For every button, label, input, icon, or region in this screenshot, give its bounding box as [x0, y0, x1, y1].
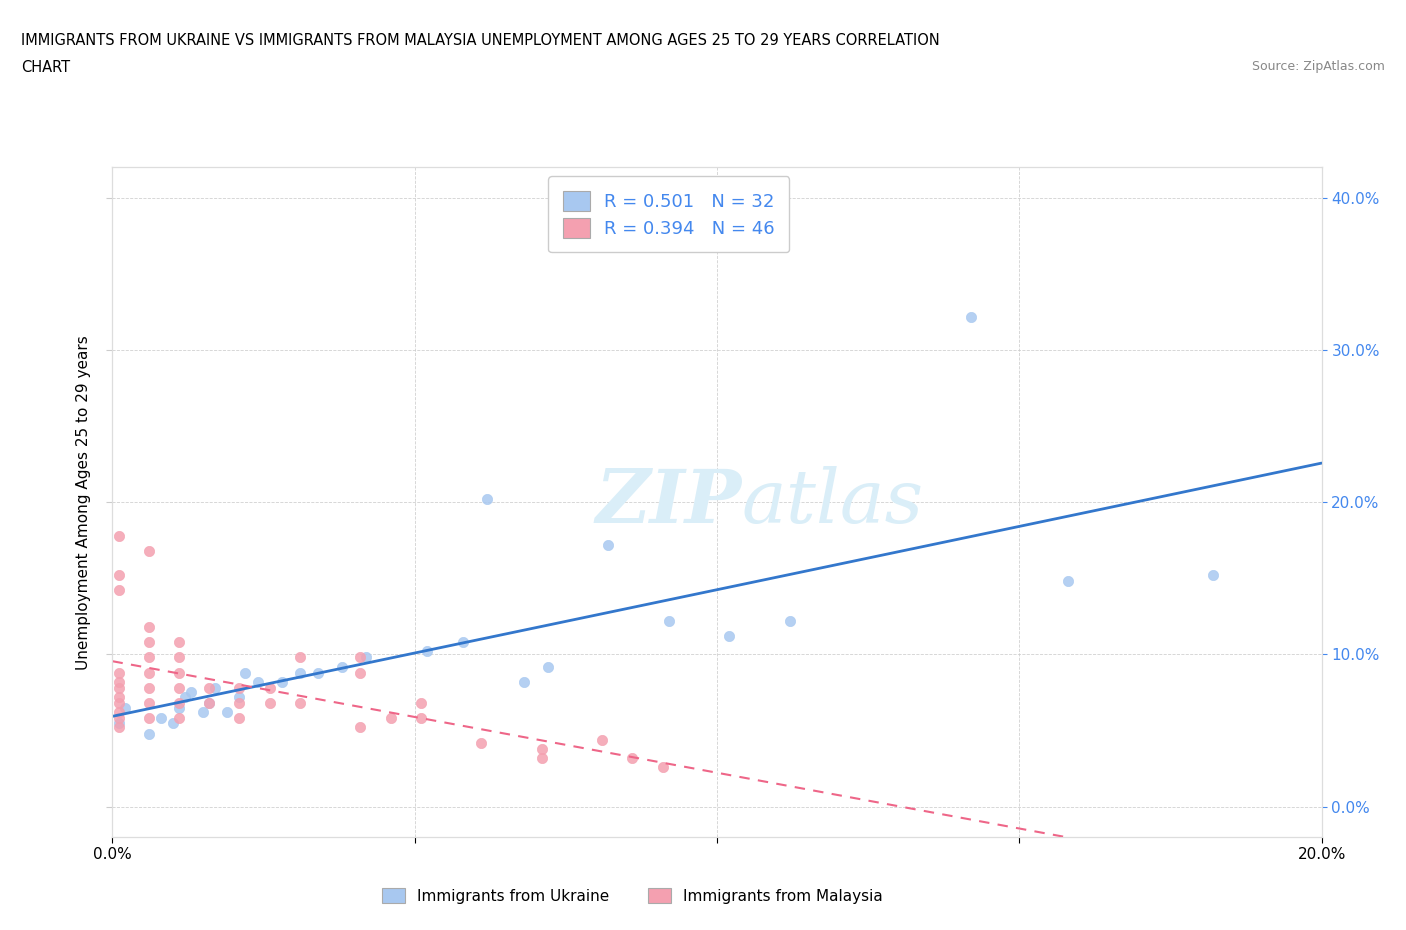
- Point: [191, 705, 214, 720]
- Point: [107, 674, 129, 689]
- Legend: Immigrants from Ukraine, Immigrants from Malaysia: Immigrants from Ukraine, Immigrants from…: [375, 882, 889, 910]
- Point: [174, 689, 197, 704]
- Point: [138, 665, 160, 680]
- Point: [228, 689, 250, 704]
- Point: [416, 644, 439, 658]
- Point: [138, 543, 160, 558]
- Point: [530, 741, 553, 756]
- Point: [598, 538, 620, 552]
- Point: [167, 665, 190, 680]
- Y-axis label: Unemployment Among Ages 25 to 29 years: Unemployment Among Ages 25 to 29 years: [76, 335, 91, 670]
- Point: [107, 715, 129, 730]
- Point: [288, 650, 311, 665]
- Point: [107, 720, 129, 735]
- Point: [167, 681, 190, 696]
- Point: [217, 705, 239, 720]
- Point: [114, 700, 136, 715]
- Text: Source: ZipAtlas.com: Source: ZipAtlas.com: [1251, 60, 1385, 73]
- Point: [718, 629, 741, 644]
- Point: [591, 732, 613, 747]
- Point: [162, 715, 184, 730]
- Point: [204, 681, 226, 696]
- Point: [138, 726, 160, 741]
- Point: [349, 665, 371, 680]
- Point: [198, 696, 221, 711]
- Point: [409, 696, 432, 711]
- Point: [180, 685, 202, 700]
- Point: [107, 705, 129, 720]
- Point: [409, 711, 432, 725]
- Point: [107, 711, 129, 725]
- Point: [138, 650, 160, 665]
- Point: [167, 700, 190, 715]
- Point: [246, 674, 269, 689]
- Point: [107, 696, 129, 711]
- Point: [138, 711, 160, 725]
- Point: [307, 665, 329, 680]
- Text: ZIP: ZIP: [595, 466, 741, 538]
- Point: [658, 614, 681, 629]
- Point: [512, 674, 534, 689]
- Point: [349, 720, 371, 735]
- Point: [138, 619, 160, 634]
- Point: [149, 711, 172, 725]
- Point: [167, 696, 190, 711]
- Point: [288, 665, 311, 680]
- Point: [107, 583, 129, 598]
- Point: [621, 751, 644, 765]
- Point: [330, 659, 353, 674]
- Point: [451, 635, 474, 650]
- Point: [107, 568, 129, 583]
- Point: [288, 696, 311, 711]
- Point: [259, 696, 281, 711]
- Point: [107, 689, 129, 704]
- Point: [228, 711, 250, 725]
- Point: [530, 751, 553, 765]
- Point: [270, 674, 292, 689]
- Point: [167, 650, 190, 665]
- Point: [960, 309, 983, 324]
- Point: [228, 681, 250, 696]
- Point: [138, 696, 160, 711]
- Text: atlas: atlas: [741, 466, 924, 538]
- Point: [651, 760, 673, 775]
- Point: [107, 665, 129, 680]
- Point: [235, 665, 257, 680]
- Point: [228, 696, 250, 711]
- Point: [167, 635, 190, 650]
- Point: [107, 528, 129, 543]
- Point: [138, 635, 160, 650]
- Point: [779, 614, 801, 629]
- Point: [1202, 568, 1225, 583]
- Text: IMMIGRANTS FROM UKRAINE VS IMMIGRANTS FROM MALAYSIA UNEMPLOYMENT AMONG AGES 25 T: IMMIGRANTS FROM UKRAINE VS IMMIGRANTS FR…: [21, 33, 939, 47]
- Point: [356, 650, 378, 665]
- Text: CHART: CHART: [21, 60, 70, 75]
- Point: [259, 681, 281, 696]
- Point: [477, 492, 499, 507]
- Point: [138, 681, 160, 696]
- Point: [537, 659, 560, 674]
- Point: [470, 736, 492, 751]
- Point: [198, 696, 221, 711]
- Point: [1056, 574, 1078, 589]
- Point: [198, 681, 221, 696]
- Point: [167, 711, 190, 725]
- Point: [349, 650, 371, 665]
- Point: [380, 711, 402, 725]
- Point: [107, 681, 129, 696]
